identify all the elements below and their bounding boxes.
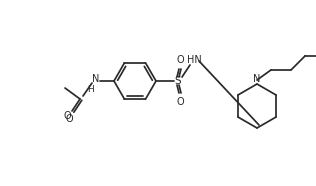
Text: O: O (65, 114, 73, 124)
Text: O: O (176, 55, 184, 65)
Text: N: N (253, 74, 261, 84)
Text: N: N (92, 74, 100, 84)
Text: O: O (176, 97, 184, 107)
Text: HN: HN (187, 55, 201, 65)
Text: O: O (63, 111, 71, 121)
Text: S: S (175, 76, 181, 86)
Text: H: H (87, 84, 93, 94)
